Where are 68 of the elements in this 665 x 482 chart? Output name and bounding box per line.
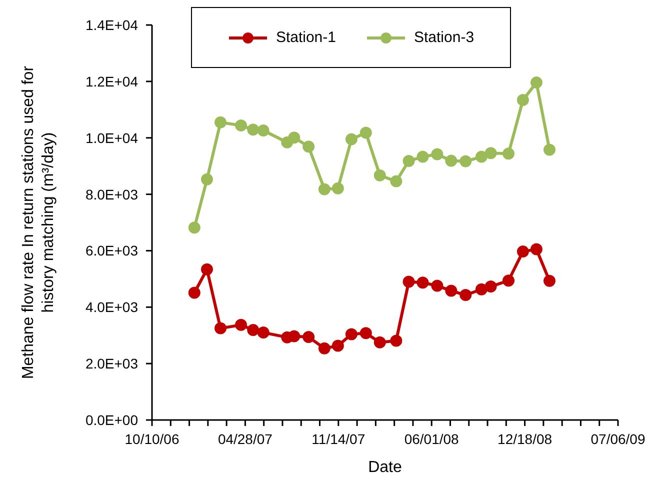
point	[288, 330, 300, 342]
legend-label: Station-3	[414, 29, 474, 46]
point	[214, 322, 226, 334]
y-tick-label: 1.0E+04	[85, 130, 138, 146]
point	[332, 340, 344, 352]
point	[431, 148, 444, 160]
point	[475, 150, 488, 163]
point	[247, 324, 260, 336]
point	[374, 169, 386, 182]
point	[345, 133, 358, 146]
y-tick-label: 2.0E+03	[85, 356, 138, 372]
point	[257, 326, 270, 339]
point	[431, 280, 444, 292]
x-tick-label: 07/06/09	[590, 430, 646, 447]
point	[288, 132, 300, 144]
point	[530, 76, 542, 89]
legend-label: Station-1	[276, 29, 336, 46]
point	[200, 173, 213, 186]
point	[516, 246, 529, 258]
point	[188, 222, 200, 234]
x-tick-label: 10/10/06	[124, 430, 180, 447]
y-tick-label: 6.0E+03	[85, 242, 138, 259]
y-axis-title: Methane flow rate In return stations used for history matching (m³/day)	[20, 65, 57, 380]
point	[390, 175, 402, 188]
point	[188, 286, 200, 299]
point	[214, 116, 226, 128]
point	[302, 331, 315, 344]
point	[332, 182, 344, 194]
point	[502, 274, 514, 287]
point	[484, 280, 497, 293]
point	[390, 334, 402, 347]
y-tick-label: 4.0E+03	[85, 299, 138, 316]
point	[416, 150, 429, 163]
x-tick-label: 06/01/08	[404, 430, 460, 447]
point	[502, 148, 514, 160]
x-axis-title: Date	[368, 459, 402, 476]
point	[200, 263, 213, 276]
point	[360, 126, 372, 139]
point	[402, 154, 415, 167]
point	[402, 276, 415, 288]
y-tick-label: 1.4E+04	[85, 16, 138, 33]
point	[530, 243, 542, 256]
point	[460, 289, 472, 302]
x-tick-label: 04/28/07	[218, 430, 273, 447]
point	[544, 274, 556, 287]
point	[475, 283, 488, 296]
point	[247, 124, 260, 136]
point	[484, 147, 497, 160]
point	[374, 336, 386, 348]
point	[416, 276, 429, 289]
point	[445, 284, 458, 297]
point	[544, 144, 556, 156]
point	[516, 94, 529, 106]
y-tick-label: 8.0E+03	[85, 186, 138, 202]
point	[445, 154, 458, 167]
y-tick-label: 0.0E+00	[85, 412, 138, 428]
point	[235, 119, 248, 132]
point	[318, 183, 330, 196]
point	[235, 318, 248, 331]
point	[360, 327, 372, 340]
x-tick-label: 12/18/08	[498, 430, 552, 447]
point	[460, 155, 472, 168]
point	[302, 140, 315, 153]
point	[257, 124, 270, 137]
point	[318, 342, 330, 354]
point	[345, 328, 358, 340]
y-tick-label: 1.2E+04	[85, 73, 138, 90]
x-tick-label: 11/14/07	[312, 430, 366, 447]
